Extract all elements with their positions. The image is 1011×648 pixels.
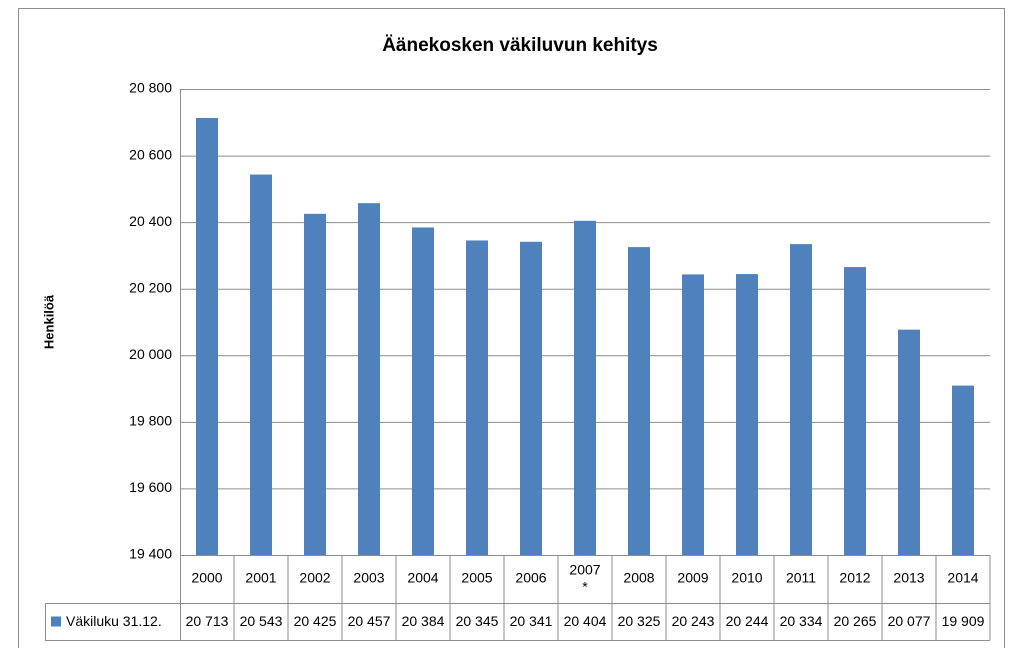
bar: [412, 227, 434, 555]
x-tick-label: 2014: [947, 570, 978, 586]
table-value: 20 325: [618, 613, 661, 629]
table-value: 19 909: [942, 613, 985, 629]
table-value: 20 384: [402, 613, 445, 629]
x-tick-label: 2009: [677, 570, 708, 586]
y-tick-label: 20 600: [129, 146, 172, 162]
bar: [250, 174, 272, 555]
x-tick-label: 2002: [299, 570, 330, 586]
x-tick-label: 2003: [353, 570, 384, 586]
table-value: 20 243: [672, 613, 715, 629]
bar: [844, 267, 866, 555]
legend-key: [51, 616, 61, 627]
bar: [304, 213, 326, 556]
bar: [628, 247, 650, 555]
bar: [790, 244, 812, 555]
bar: [520, 241, 542, 555]
chart-title: Äänekosken väkiluvun kehitys: [382, 35, 658, 56]
y-tick-label: 20 000: [129, 346, 172, 362]
table-value: 20 345: [456, 613, 499, 629]
bar: [466, 240, 488, 555]
bar: [574, 220, 596, 555]
x-tick-label: 2013: [893, 570, 924, 586]
bar: [196, 117, 218, 556]
x-tick-label: 2001: [245, 570, 276, 586]
bar: [736, 274, 758, 555]
y-axis-label: Henkilöä: [41, 294, 56, 349]
legend-label: Väkiluku 31.12.: [66, 613, 162, 629]
table-value: 20 543: [240, 613, 283, 629]
table-value: 20 265: [834, 613, 877, 629]
y-tick-label: 20 800: [129, 80, 172, 96]
bar: [952, 385, 974, 555]
table-value: 20 244: [726, 613, 769, 629]
table-value: 20 334: [780, 613, 823, 629]
y-tick-label: 20 200: [129, 279, 172, 295]
bar: [682, 274, 704, 555]
x-tick-label: 2000: [191, 570, 222, 586]
y-tick-label: 19 400: [129, 546, 172, 562]
table-value: 20 077: [888, 613, 931, 629]
table-value: 20 404: [564, 613, 607, 629]
x-tick-label: 2008: [623, 570, 654, 586]
table-value: 20 713: [186, 613, 229, 629]
table-value: 20 457: [348, 613, 391, 629]
x-tick-label: 2012: [839, 570, 870, 586]
table-value: 20 425: [294, 613, 337, 629]
bar: [358, 203, 380, 556]
x-tick-label: 2007 *: [569, 561, 600, 594]
y-tick-label: 19 600: [129, 479, 172, 495]
y-tick-label: 20 400: [129, 213, 172, 229]
x-tick-label: 2005: [461, 570, 492, 586]
chart-border: [18, 8, 1005, 648]
x-tick-label: 2010: [731, 570, 762, 586]
x-tick-label: 2011: [786, 570, 816, 586]
table-value: 20 341: [510, 613, 553, 629]
x-tick-label: 2004: [407, 570, 438, 586]
bar: [898, 329, 920, 555]
y-tick-label: 19 800: [129, 413, 172, 429]
x-tick-label: 2006: [515, 570, 546, 586]
